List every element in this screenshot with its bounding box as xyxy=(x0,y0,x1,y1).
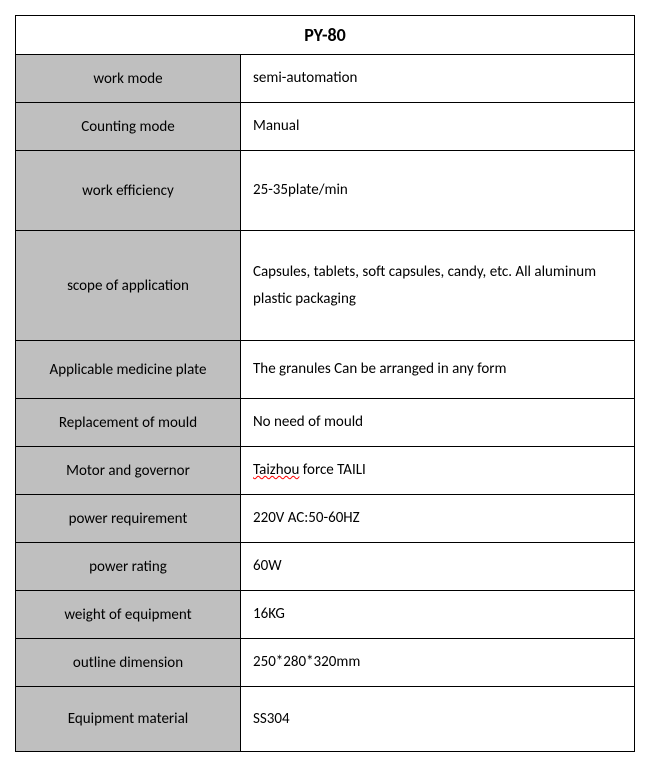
row-label: Motor and governor xyxy=(16,447,241,495)
table-row: Replacement of mould No need of mould xyxy=(16,399,635,447)
spec-table: PY-80 work mode semi-automation Counting… xyxy=(15,15,635,752)
row-value: 220V AC:50-60HZ xyxy=(241,495,635,543)
table-row: Motor and governor Taizhou force TAILI xyxy=(16,447,635,495)
row-label: power rating xyxy=(16,543,241,591)
table-row: work efficiency 25-35plate/min xyxy=(16,151,635,231)
table-row: power requirement 220V AC:50-60HZ xyxy=(16,495,635,543)
table-row: work mode semi-automation xyxy=(16,55,635,103)
row-label: power requirement xyxy=(16,495,241,543)
table-row: Applicable medicine plate The granules C… xyxy=(16,341,635,399)
row-label: Replacement of mould xyxy=(16,399,241,447)
row-value: 60W xyxy=(241,543,635,591)
row-label: Equipment material xyxy=(16,687,241,752)
row-label: weight of equipment xyxy=(16,591,241,639)
row-value: 25-35plate/min xyxy=(241,151,635,231)
table-row: Counting mode Manual xyxy=(16,103,635,151)
row-label: work mode xyxy=(16,55,241,103)
row-value: semi-automation xyxy=(241,55,635,103)
spellcheck-word: Taizhou xyxy=(253,461,299,479)
table-row: scope of application Capsules, tablets, … xyxy=(16,231,635,341)
table-row: power rating 60W xyxy=(16,543,635,591)
row-label: work efficiency xyxy=(16,151,241,231)
row-value: No need of mould xyxy=(241,399,635,447)
table-title: PY-80 xyxy=(16,16,635,55)
table-row: outline dimension 250*280*320mm xyxy=(16,639,635,687)
row-label: scope of application xyxy=(16,231,241,341)
row-label: outline dimension xyxy=(16,639,241,687)
row-value: The granules Can be arranged in any form xyxy=(241,341,635,399)
row-value: Manual xyxy=(241,103,635,151)
table-row: Equipment material SS304 xyxy=(16,687,635,752)
row-label: Applicable medicine plate xyxy=(16,341,241,399)
row-value: 250*280*320mm xyxy=(241,639,635,687)
row-value: SS304 xyxy=(241,687,635,752)
row-label: Counting mode xyxy=(16,103,241,151)
row-value: Capsules, tablets, soft capsules, candy,… xyxy=(241,231,635,341)
table-body: work mode semi-automation Counting mode … xyxy=(16,55,635,752)
table-row: weight of equipment 16KG xyxy=(16,591,635,639)
row-value: 16KG xyxy=(241,591,635,639)
row-value: Taizhou force TAILI xyxy=(241,447,635,495)
